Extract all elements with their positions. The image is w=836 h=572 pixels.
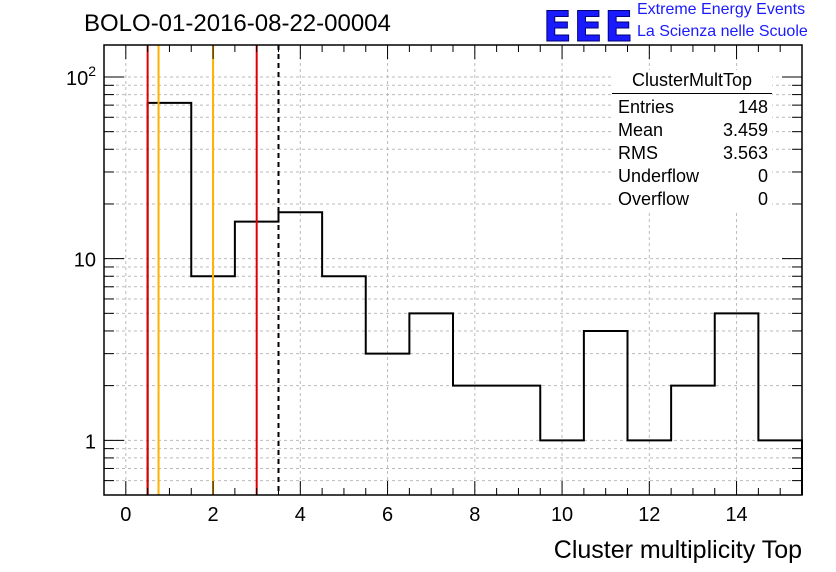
x-tick-label: 4: [295, 504, 306, 526]
x-tick-label: 8: [469, 504, 480, 526]
histogram-bin: [584, 331, 628, 495]
histogram-bin: [497, 386, 541, 495]
x-axis-label: Cluster multiplicity Top: [554, 536, 802, 564]
x-tick-label: 10: [551, 504, 573, 526]
histogram-bin: [279, 212, 323, 495]
x-tick-label: 6: [382, 504, 393, 526]
y-tick-label: 10: [74, 250, 96, 272]
stats-row-overflow: Overflow 0: [612, 188, 772, 211]
stats-value: 3.459: [722, 120, 768, 140]
x-tick-label: 14: [725, 504, 747, 526]
stats-label: RMS: [618, 143, 658, 163]
stats-row-rms: RMS 3.563: [612, 142, 772, 165]
stats-row-entries: Entries 148: [612, 96, 772, 119]
histogram-bin: [715, 313, 759, 495]
x-tick-label: 0: [120, 504, 131, 526]
stats-row-mean: Mean 3.459: [612, 119, 772, 142]
histogram-bin: [671, 386, 715, 495]
stats-label: Entries: [618, 97, 675, 117]
stats-value: 3.563: [722, 143, 768, 163]
histogram-bin: [366, 354, 410, 495]
stats-box-name: ClusterMultTop: [612, 70, 772, 94]
stats-label: Overflow: [618, 189, 690, 209]
logo-line-2: La Scienza nelle Scuole: [637, 23, 808, 40]
histogram-bin: [148, 103, 192, 495]
x-tick-label: 12: [638, 504, 660, 526]
histogram-bin: [409, 313, 453, 495]
stats-value: 148: [737, 97, 768, 117]
eee-logo: EEE: [542, 2, 636, 52]
stats-box: ClusterMultTop Entries 148 Mean 3.459 RM…: [612, 70, 772, 211]
stats-value: 0: [757, 189, 768, 209]
logo-line-1: Extreme Energy Events: [637, 1, 806, 18]
y-tick-label: 1: [85, 431, 96, 453]
stats-value: 0: [757, 166, 768, 186]
stats-label: Underflow: [618, 166, 700, 186]
histogram-outline: [146, 101, 803, 495]
chart-title: BOLO-01-2016-08-22-00004: [84, 10, 391, 37]
histogram-bin: [453, 386, 497, 495]
y-tick-label: 102: [66, 63, 96, 90]
histogram-bin: [322, 276, 366, 495]
stats-label: Mean: [618, 120, 664, 140]
x-tick-label: 2: [208, 504, 219, 526]
stats-row-underflow: Underflow 0: [612, 165, 772, 188]
